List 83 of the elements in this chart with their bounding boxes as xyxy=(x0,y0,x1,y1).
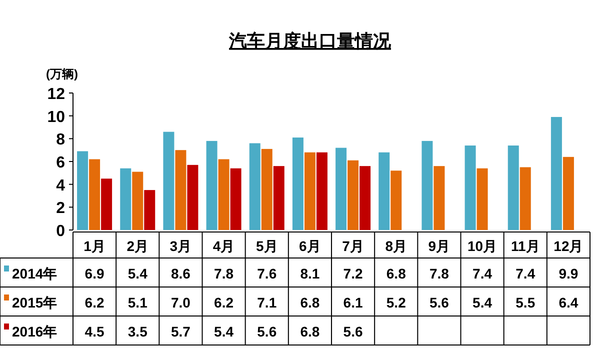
bar xyxy=(292,138,304,230)
x-tick-label: 12月 xyxy=(554,238,584,254)
bar xyxy=(520,167,531,230)
x-tick-label: 8月 xyxy=(385,238,408,254)
bar xyxy=(132,172,144,230)
data-label: 5.2 xyxy=(386,294,406,310)
bar xyxy=(360,166,371,230)
bar xyxy=(476,168,488,230)
bar xyxy=(144,190,156,230)
data-label: 8.6 xyxy=(170,266,191,282)
bar xyxy=(206,140,218,230)
y-tick-label: 2 xyxy=(56,200,66,218)
y-tick-label: 12 xyxy=(47,86,66,103)
data-label: 7.8 xyxy=(214,266,234,282)
data-label: 9.9 xyxy=(558,266,578,282)
data-label: 7.4 xyxy=(516,266,536,282)
bar xyxy=(261,148,272,230)
bar xyxy=(508,146,519,230)
bar xyxy=(101,178,112,230)
bar xyxy=(218,159,230,230)
bar xyxy=(230,168,242,230)
bar xyxy=(378,152,390,230)
bar xyxy=(273,166,284,230)
x-tick-label: 9月 xyxy=(428,238,450,254)
data-label: 7.1 xyxy=(257,294,277,310)
bar xyxy=(562,156,574,230)
data-label: 5.4 xyxy=(214,324,234,340)
data-label: 7.2 xyxy=(343,266,363,282)
bar xyxy=(120,168,132,230)
data-label: 7.0 xyxy=(170,294,191,310)
data-label: 6.8 xyxy=(300,294,320,310)
bar xyxy=(464,146,476,230)
data-label: 8.1 xyxy=(300,266,320,282)
data-label: 7.4 xyxy=(472,266,492,282)
y-tick-label: 10 xyxy=(47,108,66,126)
y-tick-label: 8 xyxy=(56,132,66,149)
data-label: 5.4 xyxy=(128,266,148,282)
data-label: 5.6 xyxy=(429,294,450,310)
data-label: 6.2 xyxy=(84,294,104,310)
bar xyxy=(187,164,198,230)
data-label: 6.4 xyxy=(558,294,578,310)
bar xyxy=(434,166,445,230)
bar xyxy=(163,132,174,230)
data-label: 7.6 xyxy=(257,266,277,282)
bar xyxy=(175,150,186,230)
data-label: 5.4 xyxy=(472,294,492,310)
x-tick-label: 11月 xyxy=(510,238,540,254)
x-tick-label: 10月 xyxy=(468,238,498,254)
x-tick-label: 4月 xyxy=(212,238,235,254)
data-label: 5.1 xyxy=(128,294,148,310)
bar xyxy=(77,151,88,230)
data-label: 6.1 xyxy=(343,294,363,310)
data-label: 5.5 xyxy=(516,294,536,310)
data-label: 6.8 xyxy=(300,324,320,340)
x-tick-label: 6月 xyxy=(299,238,321,254)
data-label: 6.8 xyxy=(386,266,406,282)
data-label: 5.6 xyxy=(257,324,277,340)
data-label: 6.2 xyxy=(214,294,234,310)
data-label: 7.8 xyxy=(429,266,450,282)
bar xyxy=(390,170,402,230)
bar xyxy=(249,143,260,230)
bar xyxy=(550,116,562,230)
data-label: 5.6 xyxy=(343,324,363,340)
y-tick-label: 4 xyxy=(56,177,66,194)
x-tick-label: 3月 xyxy=(170,238,192,254)
data-label: 5.7 xyxy=(170,324,191,340)
bar xyxy=(316,152,328,230)
bar xyxy=(336,148,347,230)
bar xyxy=(304,152,316,230)
x-tick-label: 7月 xyxy=(342,238,364,254)
ylabel: (万辆) xyxy=(46,67,78,81)
x-tick-label: 5月 xyxy=(256,238,278,254)
data-label: 6.9 xyxy=(84,266,104,282)
y-tick-label: 6 xyxy=(56,154,66,172)
data-label: 4.5 xyxy=(84,324,104,340)
title: 汽车月度出口量情况 xyxy=(229,31,391,51)
y-tick-label: 0 xyxy=(56,223,66,240)
x-tick-label: 1月 xyxy=(84,238,106,254)
data-label: 3.5 xyxy=(128,324,148,340)
bar xyxy=(422,140,433,230)
bar xyxy=(89,159,100,230)
x-tick-label: 2月 xyxy=(126,238,149,254)
bar xyxy=(348,160,359,230)
